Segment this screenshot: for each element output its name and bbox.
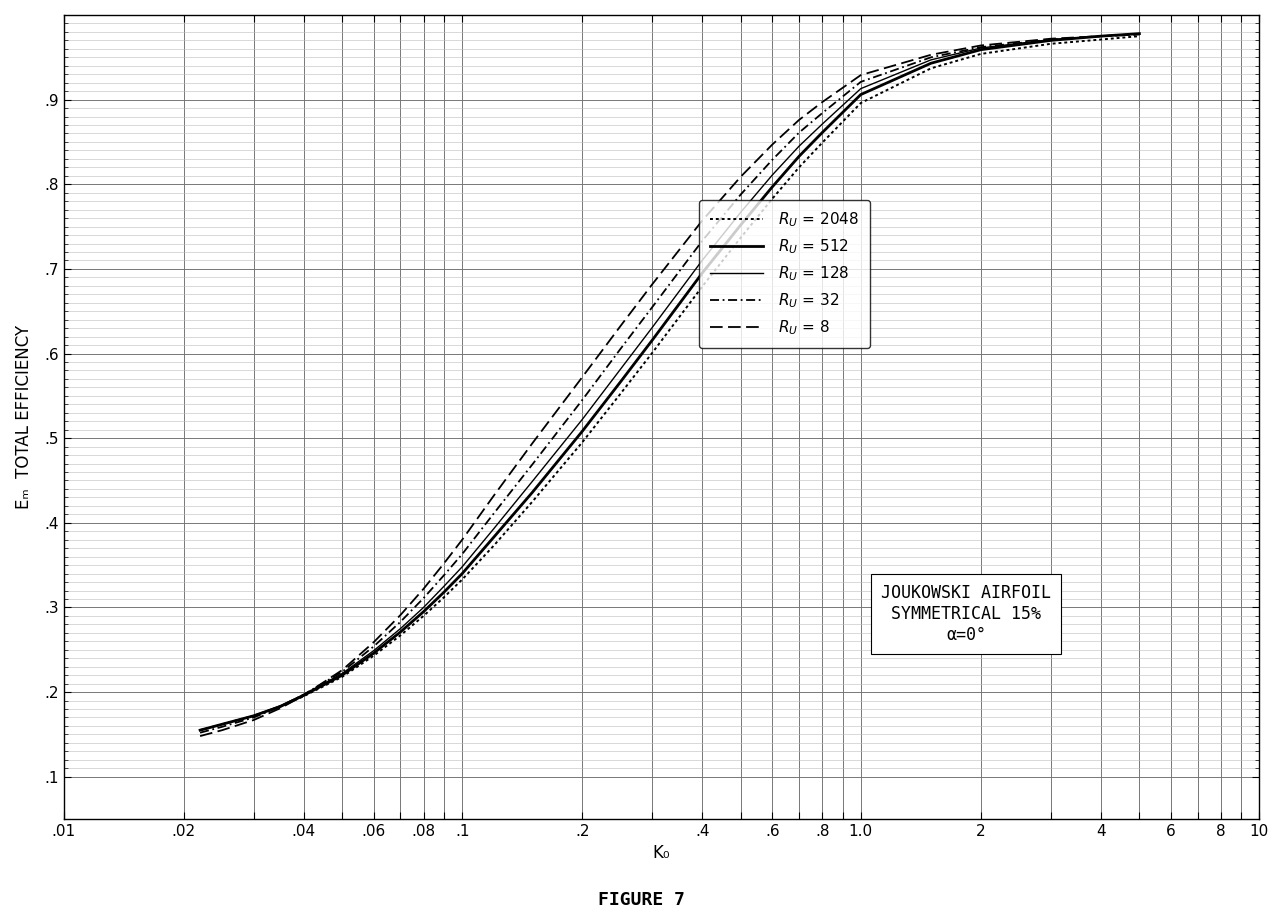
Legend: $R_U$ = 2048, $R_U$ = 512, $R_U$ = 128, $R_U$ = 32, $R_U$ = 8: $R_U$ = 2048, $R_U$ = 512, $R_U$ = 128, …: [698, 199, 871, 348]
X-axis label: K₀: K₀: [652, 845, 670, 863]
Text: FIGURE 7: FIGURE 7: [598, 891, 686, 909]
Text: JOUKOWSKI AIRFOIL
SYMMETRICAL 15%
α=0°: JOUKOWSKI AIRFOIL SYMMETRICAL 15% α=0°: [881, 584, 1052, 643]
Y-axis label: Eₘ  TOTAL EFFICIENCY: Eₘ TOTAL EFFICIENCY: [15, 325, 33, 509]
